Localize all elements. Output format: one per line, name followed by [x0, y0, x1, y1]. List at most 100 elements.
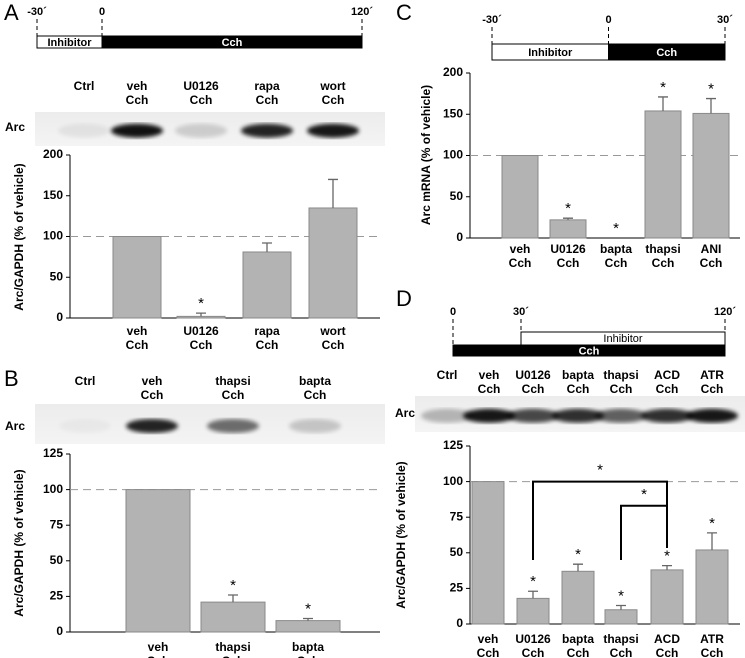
blot-lane-label: Cch — [304, 388, 327, 402]
y-tick-label: 75 — [450, 509, 464, 523]
x-tick-label: rapa — [254, 324, 280, 338]
error-bar — [707, 532, 717, 550]
x-tick-label: U0126 — [183, 324, 219, 338]
y-tick-label: 200 — [43, 147, 63, 161]
blot-band — [552, 408, 604, 423]
blot-band — [111, 123, 163, 138]
x-tick-label: Cch — [509, 256, 532, 270]
x-tick-label: thapsi — [215, 640, 250, 654]
x-tick-label: Cch — [126, 338, 149, 352]
blot-band — [126, 419, 178, 433]
x-tick-label: Cch — [522, 646, 545, 658]
bar — [501, 155, 539, 239]
blot-lane-label: wort — [319, 79, 345, 93]
blot-label: Arc — [395, 406, 415, 420]
y-tick-label: 25 — [450, 581, 464, 595]
error-bar — [616, 604, 626, 610]
y-axis-label: Arc/GAPDH (% of vehicle) — [12, 163, 26, 310]
bar — [200, 601, 266, 633]
blot-label: Arc — [5, 419, 25, 433]
panel-label: C — [396, 0, 412, 25]
blot-band — [289, 419, 341, 433]
blot-lane-label: Cch — [126, 93, 149, 107]
blot-band — [595, 408, 647, 423]
y-tick-label: 100 — [43, 229, 63, 243]
timeline-segment-label: Cch — [579, 345, 600, 357]
blot-lane-label: veh — [479, 368, 500, 382]
blot-lane-label: Cch — [567, 382, 590, 396]
bar — [308, 207, 358, 319]
x-tick-label: veh — [127, 324, 148, 338]
bar — [692, 112, 730, 239]
error-bar — [528, 590, 538, 599]
blot-band — [207, 419, 259, 433]
y-tick-label: 0 — [456, 230, 463, 244]
bar — [516, 597, 550, 625]
error-bar — [303, 617, 313, 621]
y-axis-label: Arc/GAPDH (% of vehicle) — [12, 469, 26, 616]
y-tick-label: 25 — [50, 589, 64, 603]
panel-label: B — [4, 366, 19, 391]
blot-lane-label: bapta — [562, 368, 594, 382]
blot-band — [59, 419, 111, 433]
blot-lane-label: ATR — [700, 368, 724, 382]
error-bar — [662, 564, 672, 570]
timeline-segment-label: Cch — [656, 47, 677, 59]
x-tick-label: thapsi — [645, 242, 680, 256]
bar — [561, 570, 595, 625]
timeline-tick-label: 30´ — [717, 14, 733, 26]
bar — [242, 251, 292, 319]
bar — [125, 489, 191, 633]
timeline-segment-label: Cch — [222, 37, 243, 49]
blot-lane-label: Cch — [190, 93, 213, 107]
blot-lane-label: Ctrl — [437, 368, 458, 382]
y-tick-label: 125 — [43, 446, 63, 460]
y-tick-label: 50 — [50, 269, 64, 283]
y-tick-label: 150 — [43, 188, 63, 202]
significance-marker: * — [575, 546, 581, 563]
x-tick-label: Cch — [610, 646, 633, 658]
blot-band — [641, 408, 693, 423]
timeline-tick-label: -30´ — [482, 14, 502, 26]
significance-marker: * — [660, 79, 666, 96]
blot-band — [307, 123, 359, 138]
x-tick-label: Cch — [190, 338, 213, 352]
error-bar — [573, 563, 583, 572]
significance-marker: * — [530, 573, 536, 590]
y-axis-label: Arc/GAPDH (% of vehicle) — [394, 461, 408, 608]
blot-lane-label: Cch — [322, 93, 345, 107]
x-tick-label: U0126 — [550, 242, 586, 256]
error-bar — [706, 97, 716, 114]
significance-marker: * — [613, 220, 619, 237]
y-tick-label: 150 — [443, 106, 463, 120]
blot-lane-label: bapta — [299, 374, 331, 388]
blot-lane-label: thapsi — [215, 374, 250, 388]
error-bar — [563, 217, 573, 220]
blot-band — [421, 408, 473, 423]
timeline-tick-label: -30´ — [27, 6, 47, 18]
comparison-label: * — [641, 486, 647, 503]
y-tick-label: 50 — [50, 553, 64, 567]
timeline-segment-label: Inhibitor — [528, 47, 573, 59]
x-tick-label: ACD — [654, 632, 680, 646]
error-bar — [658, 96, 668, 111]
significance-marker: * — [709, 515, 715, 532]
bar — [275, 620, 341, 633]
bar — [112, 236, 162, 319]
error-bar — [228, 594, 238, 603]
x-tick-label: veh — [510, 242, 531, 256]
significance-marker: * — [708, 81, 714, 98]
blot-lane-label: Cch — [610, 382, 633, 396]
significance-marker: * — [565, 200, 571, 217]
y-tick-label: 75 — [50, 517, 64, 531]
bar — [650, 569, 684, 625]
y-axis-label: Arc mRNA (% of vehicle) — [419, 85, 433, 225]
y-tick-label: 200 — [443, 65, 463, 79]
panel-label: A — [4, 0, 19, 25]
blot-band — [686, 408, 738, 423]
blot-band — [463, 408, 515, 423]
comparison-label: * — [597, 462, 603, 479]
error-bar — [196, 312, 206, 317]
x-tick-label: Cch — [567, 646, 590, 658]
blot-label: Arc — [5, 120, 25, 134]
